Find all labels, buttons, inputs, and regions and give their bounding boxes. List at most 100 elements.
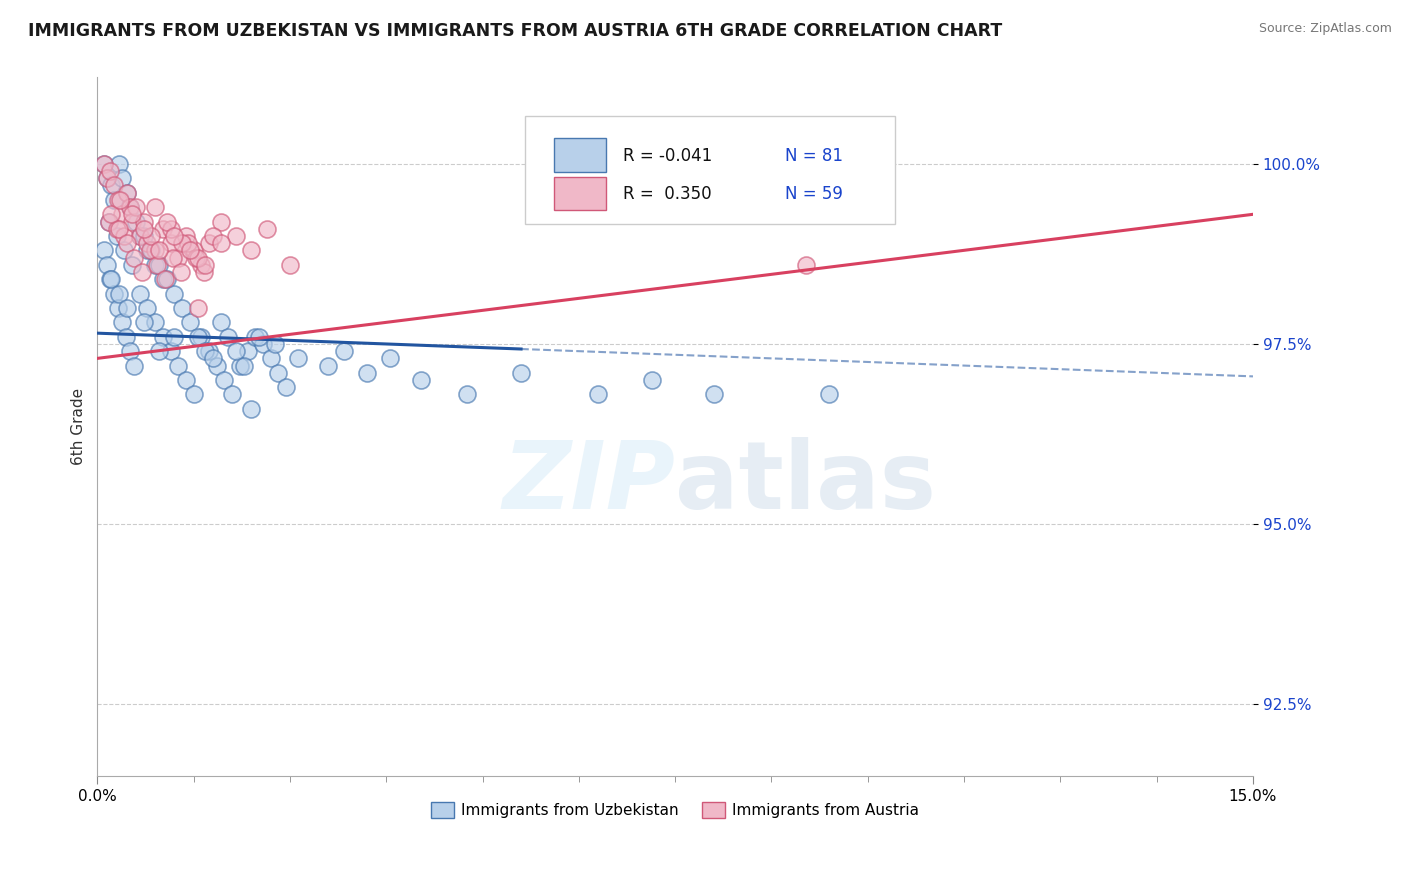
Point [136,244,159,258]
Point [190,258,212,272]
Point [121,214,143,228]
Point [115,186,138,200]
Point [156,272,179,286]
Point [162,251,184,265]
Point [198,236,221,251]
Point [124,251,146,265]
Point [174,228,197,243]
Point [194,344,217,359]
Point [110,193,132,207]
Point [115,236,138,251]
Point [186,251,208,265]
Point [97,214,120,228]
Text: atlas: atlas [675,437,936,529]
Point [132,315,155,329]
Point [186,330,208,344]
Point [93,244,115,258]
Point [103,286,125,301]
Point [159,221,181,235]
Point [190,330,212,344]
Point [263,337,285,351]
Point [125,214,148,228]
Point [121,258,143,272]
Point [201,228,224,243]
Point [125,200,148,214]
Point [225,344,247,359]
Point [225,228,247,243]
Point [245,330,267,344]
Point [108,221,131,235]
Point [356,366,378,380]
Point [209,315,232,329]
Point [156,214,179,228]
Point [252,337,274,351]
Point [120,200,142,214]
Point [115,301,138,315]
Point [794,258,817,272]
Point [318,359,340,373]
Point [183,244,205,258]
Point [141,244,163,258]
Point [96,171,118,186]
Point [333,344,356,359]
Point [96,171,118,186]
Point [107,301,129,315]
Point [378,351,401,366]
Point [641,373,664,387]
Point [214,373,236,387]
Point [193,265,215,279]
Point [177,236,200,251]
Point [174,373,197,387]
Point [240,244,263,258]
Point [105,221,128,235]
Point [247,330,270,344]
Point [586,387,609,401]
Text: R =  0.350: R = 0.350 [623,186,711,203]
Point [132,214,155,228]
Point [152,330,174,344]
Point [115,186,138,200]
Point [93,157,115,171]
Point [221,387,243,401]
Point [97,214,120,228]
Point [163,286,186,301]
Text: R = -0.041: R = -0.041 [623,146,713,165]
Point [194,258,217,272]
Point [172,301,194,315]
Point [107,193,129,207]
Point [198,344,221,359]
Point [159,344,181,359]
Y-axis label: 6th Grade: 6th Grade [72,388,86,466]
Bar [554,138,606,172]
Point [232,359,254,373]
Point [132,228,155,243]
Point [139,244,162,258]
Text: ZIP: ZIP [502,437,675,529]
Bar [554,177,606,211]
Point [100,178,122,193]
Point [229,359,252,373]
Point [510,366,533,380]
Point [209,236,232,251]
Point [260,351,283,366]
Point [131,265,153,279]
Point [108,157,131,171]
Point [287,351,309,366]
Point [818,387,841,401]
Point [141,228,163,243]
Point [136,236,159,251]
Point [124,359,146,373]
Point [409,373,432,387]
Point [148,344,170,359]
Point [118,200,141,214]
Point [153,272,176,286]
Point [201,351,224,366]
Point [703,387,725,401]
Point [103,178,125,193]
Point [128,228,150,243]
Text: N = 81: N = 81 [785,146,844,165]
Point [274,380,297,394]
Text: N = 59: N = 59 [785,186,842,203]
Text: IMMIGRANTS FROM UZBEKISTAN VS IMMIGRANTS FROM AUSTRIA 6TH GRADE CORRELATION CHAR: IMMIGRANTS FROM UZBEKISTAN VS IMMIGRANTS… [28,22,1002,40]
Point [256,221,278,235]
